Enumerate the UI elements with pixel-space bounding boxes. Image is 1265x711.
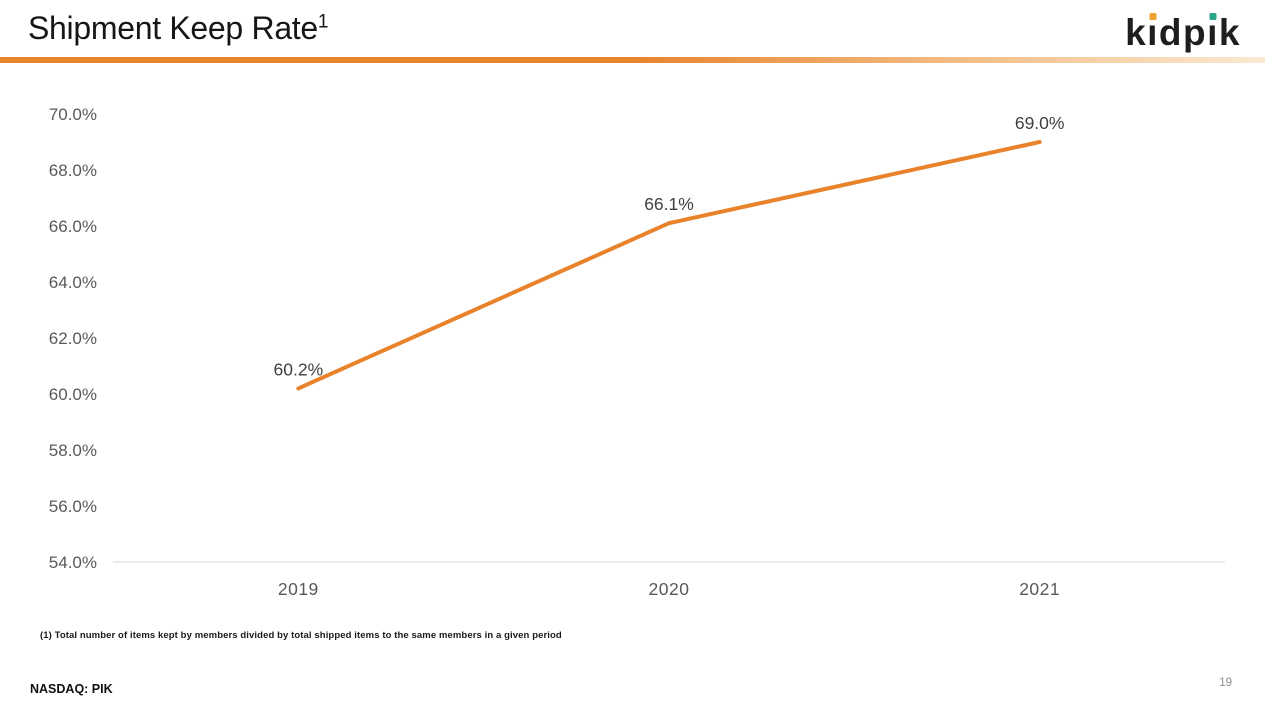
kidpik-logo: kı dpı k	[1125, 12, 1241, 54]
y-tick-label: 66.0%	[49, 217, 97, 236]
y-tick-label: 68.0%	[49, 161, 97, 180]
logo-letter: ı	[1207, 12, 1219, 53]
logo-letter: ı	[1147, 12, 1159, 53]
y-tick-label: 60.0%	[49, 385, 97, 404]
data-point-label: 66.1%	[644, 194, 694, 214]
logo-letter: k	[1125, 12, 1148, 53]
x-axis-label: 2019	[278, 579, 319, 599]
y-tick-label: 56.0%	[49, 497, 97, 516]
data-point-label: 60.2%	[274, 359, 324, 379]
title-accent-rule	[0, 57, 1265, 63]
y-tick-label: 70.0%	[49, 105, 97, 124]
x-axis-label: 2021	[1019, 579, 1060, 599]
logo-orange-dot	[1149, 13, 1157, 20]
y-tick-label: 64.0%	[49, 273, 97, 292]
y-tick-label: 54.0%	[49, 553, 97, 572]
page-number: 19	[1219, 677, 1232, 689]
x-axis-label: 2020	[649, 579, 690, 599]
logo-letter: p	[1183, 12, 1208, 53]
title-footnote-marker: 1	[317, 11, 329, 33]
logo-letter-i2: ı	[1207, 12, 1219, 54]
page-title-text: Shipment Keep Rate	[28, 10, 318, 46]
logo-letter: d	[1158, 12, 1184, 53]
y-tick-label: 58.0%	[49, 441, 97, 460]
logo-letter-i1: ı	[1147, 12, 1159, 54]
logo-letter: k	[1218, 12, 1241, 53]
data-point-label: 69.0%	[1015, 113, 1065, 133]
trend-line	[296, 140, 1042, 391]
y-tick-label: 62.0%	[49, 329, 97, 348]
footnote: (1) Total number of items kept by member…	[40, 630, 562, 641]
nasdaq-ticker: NASDAQ: PIK	[30, 682, 113, 696]
logo-teal-dot	[1209, 13, 1217, 20]
page-title: Shipment Keep Rate1	[28, 10, 328, 47]
